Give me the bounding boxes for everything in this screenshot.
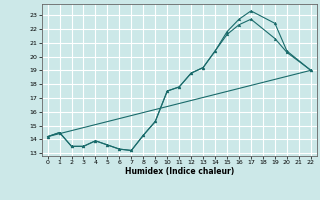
X-axis label: Humidex (Indice chaleur): Humidex (Indice chaleur) — [124, 167, 234, 176]
